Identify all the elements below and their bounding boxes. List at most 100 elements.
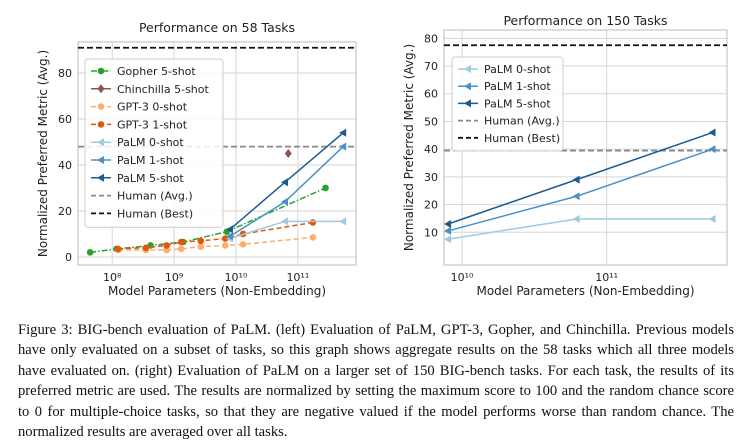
data-point [197, 237, 205, 245]
data-point [339, 142, 347, 151]
data-point [163, 246, 171, 254]
legend-item: PaLM 0-shot [91, 136, 184, 149]
legend-marker [97, 173, 104, 182]
data-point [281, 197, 289, 206]
y-tick-label: 10 [424, 226, 438, 239]
legend-label: Human (Best) [117, 207, 193, 220]
legend-item: PaLM 5-shot [91, 172, 184, 185]
legend-marker [97, 67, 105, 75]
data-point [114, 245, 122, 253]
y-tick-label: 20 [58, 205, 72, 218]
y-tick-label: 70 [424, 60, 438, 73]
legend-label: PaLM 1-shot [484, 80, 551, 93]
data-point [177, 245, 185, 253]
legend-label: PaLM 0-shot [117, 136, 184, 149]
legend-marker [464, 65, 471, 73]
legend-marker [97, 121, 105, 128]
legend-label: PaLM 5-shot [117, 172, 184, 185]
legend-item: GPT-3 1-shot [91, 118, 188, 131]
y-tick-label: 50 [424, 115, 438, 128]
data-point [708, 214, 716, 223]
y-tick-label: 20 [424, 199, 438, 212]
y-axis-label: Normalized Preferred Metric (Avg.) [402, 44, 416, 251]
y-tick-label: 80 [58, 67, 72, 80]
legend-item: Human (Avg.) [458, 115, 560, 128]
legend-marker [97, 156, 104, 164]
legend-label: PaLM 0-shot [484, 63, 551, 76]
legend-label: GPT-3 1-shot [117, 118, 188, 131]
x-tick-label: 10¹¹ [286, 271, 309, 284]
data-point [142, 244, 150, 252]
legend-label: Human (Avg.) [117, 190, 193, 203]
chart-title: Performance on 58 Tasks [139, 20, 295, 35]
legend-marker [464, 99, 471, 108]
series-palm-1-shot [444, 145, 716, 235]
legend-label: Human (Best) [484, 132, 560, 145]
legend-label: Human (Avg.) [484, 115, 560, 128]
data-point [225, 232, 233, 241]
series-palm-1-shot [225, 142, 347, 241]
data-point [444, 219, 452, 228]
data-point [444, 226, 452, 235]
x-tick-label: 10⁹ [165, 271, 183, 284]
data-point [197, 243, 205, 250]
data-point [86, 249, 94, 256]
legend-box [451, 56, 564, 152]
y-tick-label: 60 [424, 88, 438, 101]
legend: Gopher 5-shot Chinchilla 5-shot GPT-3 0-sh… [84, 58, 224, 228]
legend-label: Chinchilla 5-shot [117, 83, 210, 96]
series-line [447, 218, 713, 240]
plot-frame [77, 41, 357, 266]
data-point [444, 235, 452, 244]
legend-item: GPT-3 0-shot [91, 101, 188, 114]
legend-item: PaLM 0-shot [458, 63, 551, 76]
series-palm-0-shot [444, 214, 716, 244]
data-point [177, 238, 185, 246]
figure: 10⁸ 10⁹ 10¹⁰ 10¹¹ 0 20 40 60 80 Performance on 58… [36, 13, 728, 298]
legend-label: Gopher 5-shot [117, 65, 196, 78]
legend-item: Chinchilla 5-shot [91, 83, 210, 96]
x-axis-label: Model Parameters (Non-Embedding) [476, 284, 694, 298]
series-chinchilla-5-shot [284, 149, 292, 158]
series-palm-5-shot [225, 128, 347, 234]
data-point [221, 242, 229, 249]
data-point [708, 128, 716, 137]
legend-marker [97, 103, 105, 110]
series-palm-0-shot [225, 217, 347, 243]
series-palm-5-shot [444, 128, 716, 228]
data-point [339, 217, 347, 226]
x-tick-label: 10⁸ [103, 271, 122, 284]
legend-marker [464, 82, 471, 91]
data-point [572, 175, 580, 184]
chart-title: Performance on 150 Tasks [503, 13, 667, 28]
data-point [309, 219, 317, 226]
legend-marker [97, 138, 104, 147]
data-point [572, 214, 580, 223]
data-point [163, 242, 171, 249]
x-axis-label: Model Parameters (Non-Embedding) [108, 284, 326, 298]
x-tick-label: 10¹⁰ [451, 271, 474, 284]
data-point [239, 241, 247, 248]
right-chart: 10¹⁰ 10¹¹ 10 20 30 40 50 60 70 80 Performance on 1… [402, 13, 728, 298]
legend: PaLM 0-shot PaLM 1-shot PaLM 5-shot Human (… [451, 56, 564, 152]
y-axis-label: Normalized Preferred Metric (Avg.) [36, 50, 50, 257]
legend-item: Human (Best) [458, 132, 560, 145]
legend-label: PaLM 5-shot [484, 97, 551, 110]
y-tick-label: 80 [424, 32, 438, 45]
legend-item: PaLM 1-shot [458, 80, 551, 93]
legend-marker [97, 84, 105, 94]
x-tick-label: 10¹¹ [595, 271, 618, 284]
data-point [309, 234, 317, 241]
legend-item: Human (Avg.) [91, 190, 193, 203]
data-point [339, 128, 347, 137]
y-tick-label: 40 [424, 143, 438, 156]
figure-caption: Figure 3: BIG-bench evaluation of PaLM. … [18, 322, 734, 441]
data-point [284, 149, 292, 158]
data-point [322, 184, 329, 192]
y-tick-label: 30 [424, 171, 438, 184]
plot-frame [443, 29, 728, 266]
data-point [572, 192, 580, 201]
legend-item: PaLM 5-shot [458, 97, 551, 110]
left-chart: 10⁸ 10⁹ 10¹⁰ 10¹¹ 0 20 40 60 80 Performance on 58… [36, 20, 357, 298]
legend-label: GPT-3 0-shot [117, 101, 188, 114]
